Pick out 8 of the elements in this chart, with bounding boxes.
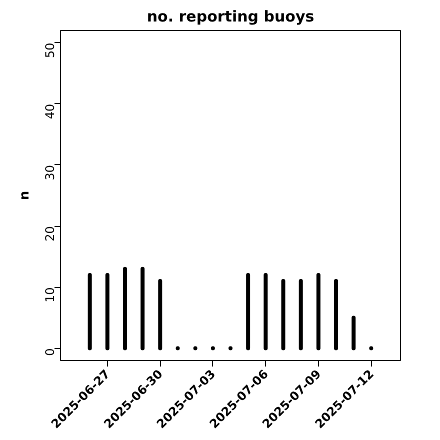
chart-title: no. reporting buoys <box>146 8 314 26</box>
y-tick-label: 20 <box>43 226 57 242</box>
y-axis-title: n <box>18 190 32 200</box>
y-tick-label: 0 <box>43 348 57 356</box>
y-tick-label: 40 <box>43 104 57 120</box>
y-tick-label: 50 <box>43 42 57 58</box>
y-tick-label: 10 <box>43 287 57 302</box>
y-tick-label: 30 <box>43 164 57 180</box>
